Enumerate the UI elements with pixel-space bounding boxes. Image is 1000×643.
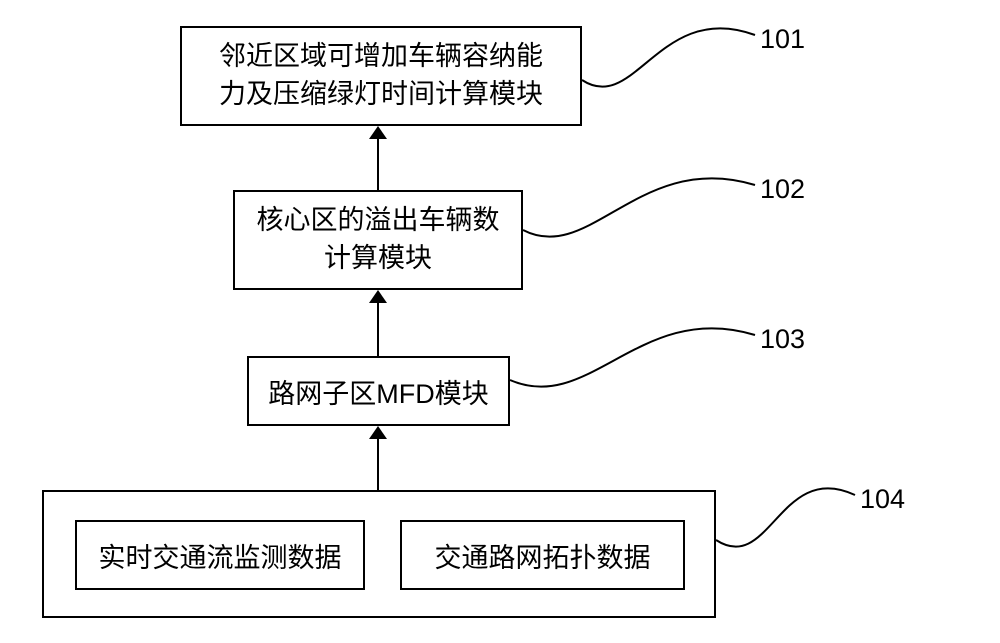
callout-label-104: 104: [860, 484, 905, 515]
callout-label-101: 101: [760, 24, 805, 55]
callout-label-103: 103: [760, 324, 805, 355]
callout-label-102: 102: [760, 174, 805, 205]
node-box-104b: 交通路网拓扑数据: [400, 520, 685, 590]
node-text: 核心区的溢出车辆数计算模块: [257, 202, 500, 278]
node-box-103: 路网子区MFD模块: [247, 356, 510, 426]
node-box-102: 核心区的溢出车辆数计算模块: [233, 190, 523, 290]
node-text: 邻近区域可增加车辆容纳能力及压缩绿灯时间计算模块: [219, 38, 543, 114]
arrows-group: [369, 126, 387, 490]
diagram-canvas: 邻近区域可增加车辆容纳能力及压缩绿灯时间计算模块 101 核心区的溢出车辆数计算…: [0, 0, 1000, 643]
node-text: 实时交通流监测数据: [99, 536, 342, 575]
node-box-101: 邻近区域可增加车辆容纳能力及压缩绿灯时间计算模块: [180, 26, 582, 126]
node-text: 路网子区MFD模块: [268, 372, 488, 411]
node-text: 交通路网拓扑数据: [435, 536, 651, 575]
node-box-104a: 实时交通流监测数据: [75, 520, 365, 590]
